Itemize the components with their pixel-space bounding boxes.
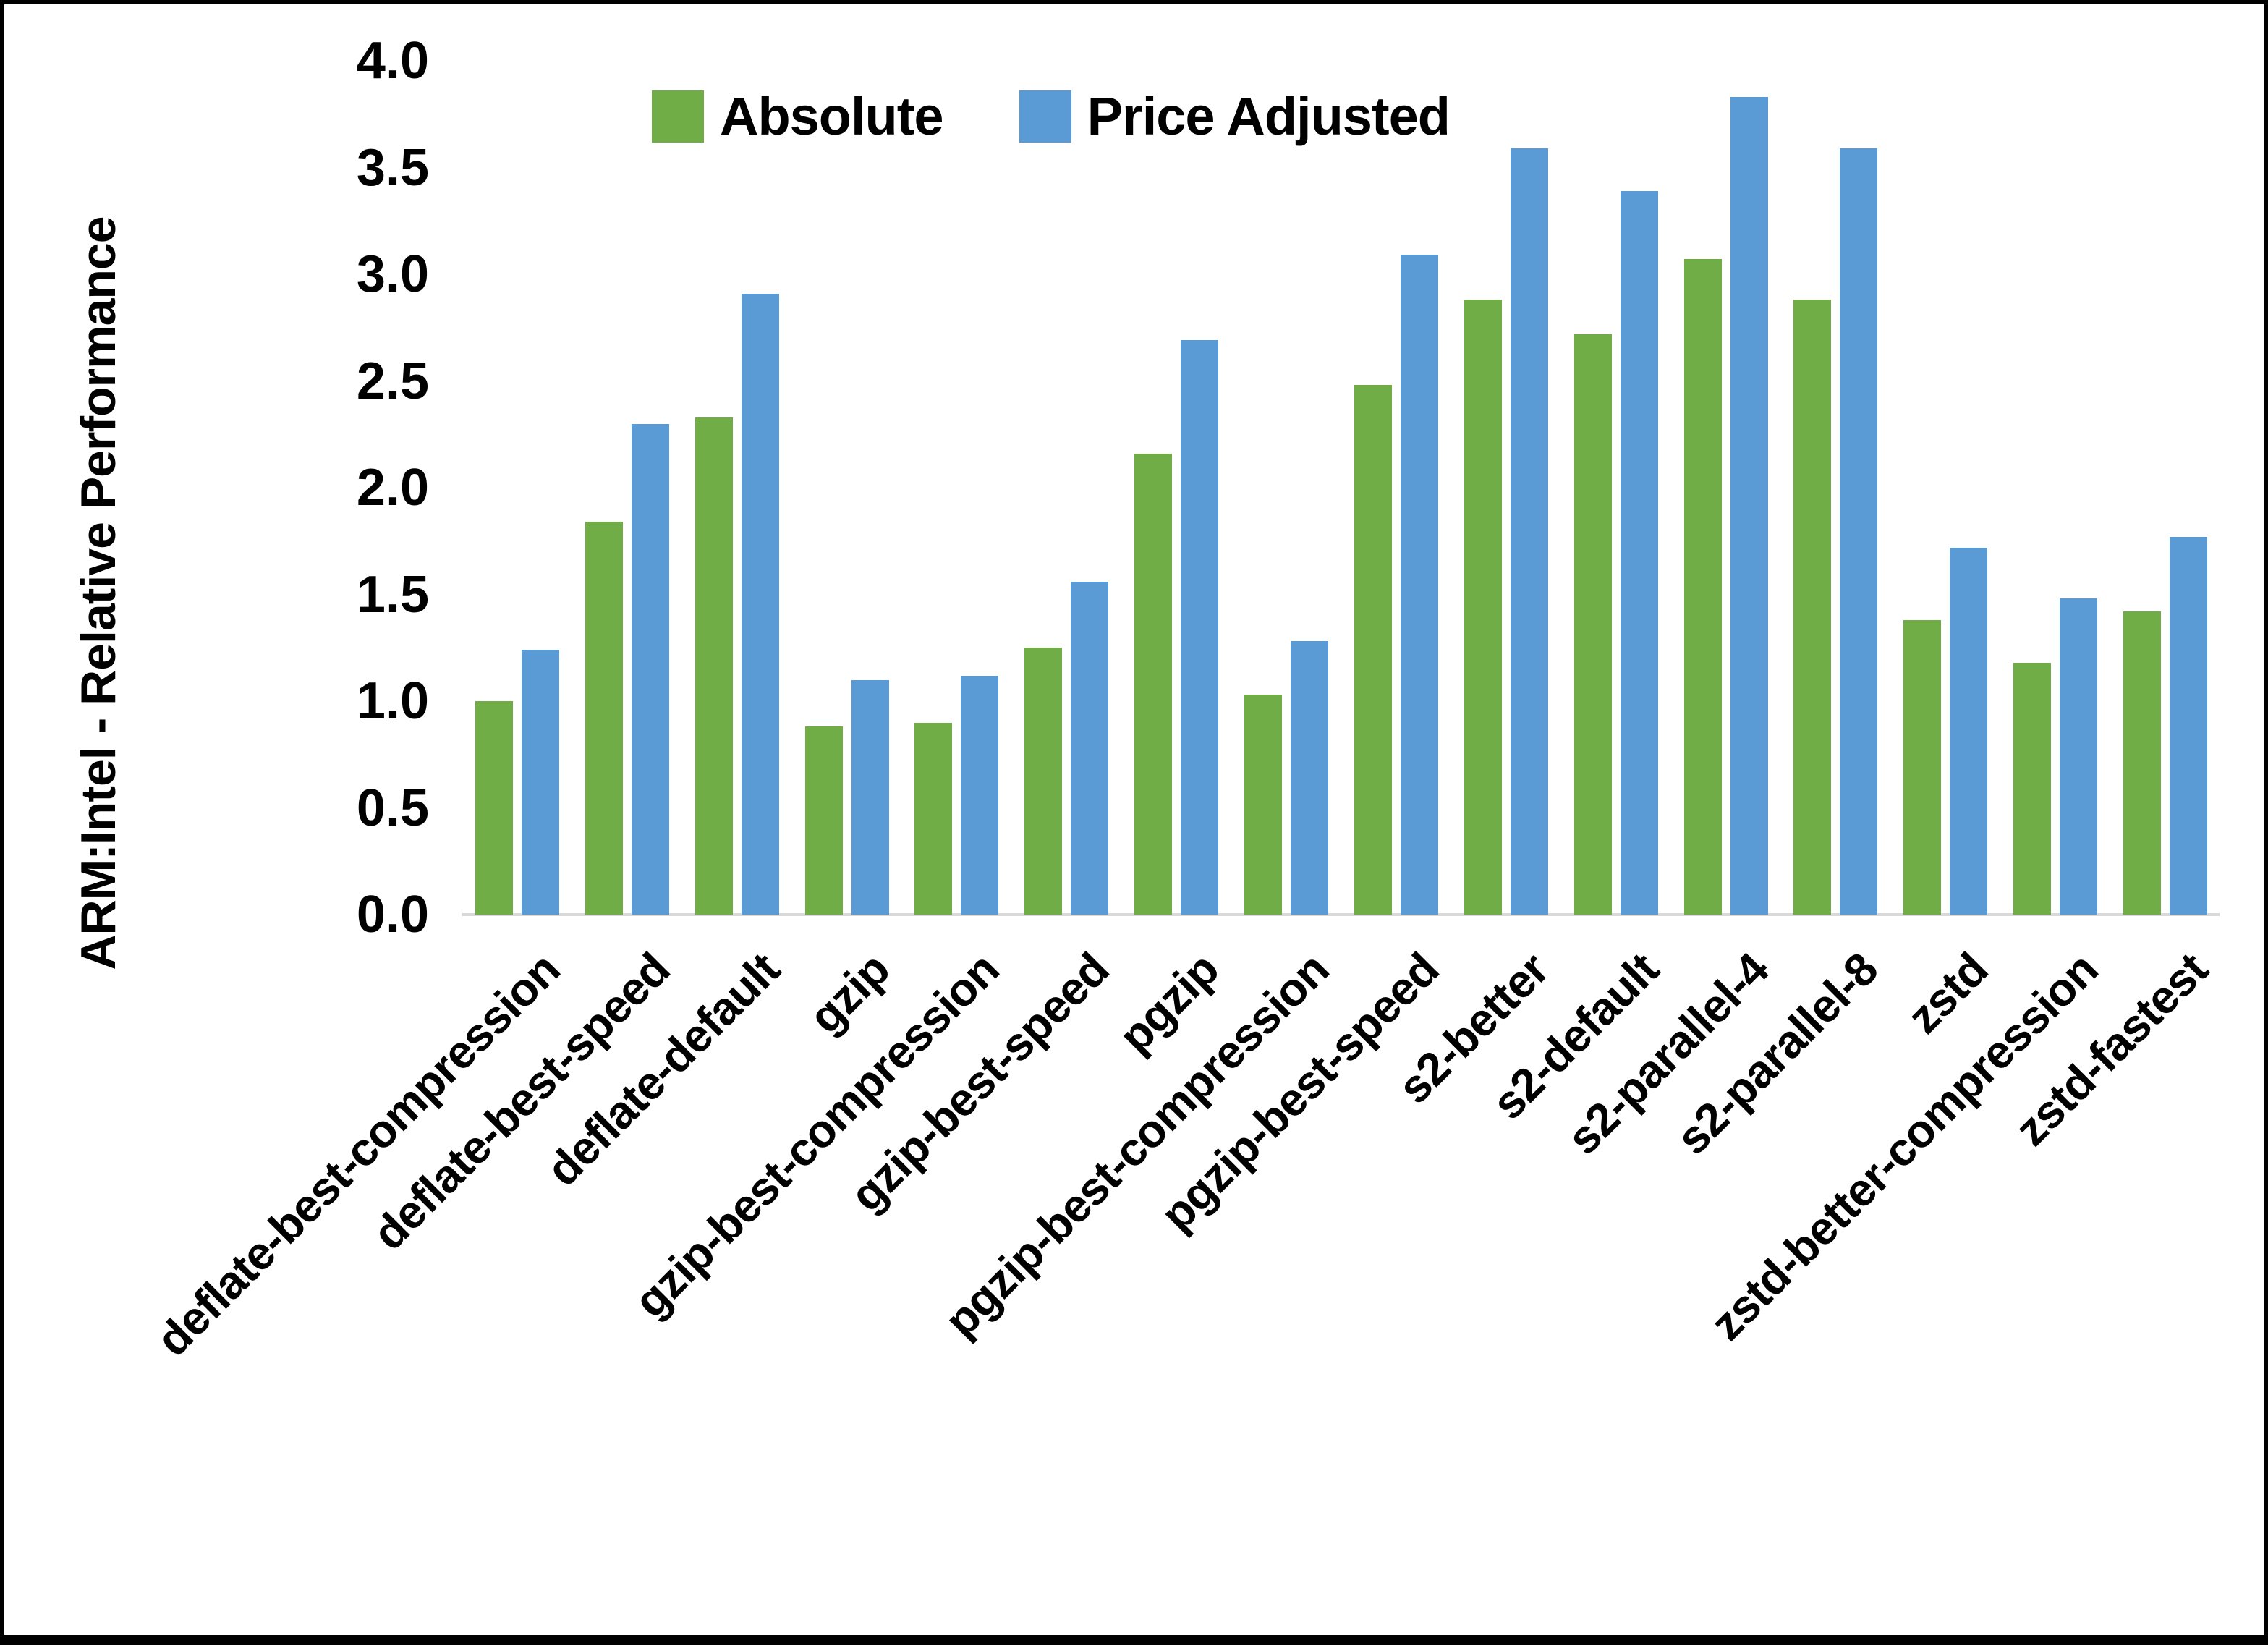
bar-absolute-zstd bbox=[1903, 619, 1942, 915]
bar-price-adjusted-pgzip-best-compression bbox=[1291, 641, 1329, 915]
bar-absolute-gzip-best-compression bbox=[914, 722, 953, 915]
y-axis-tick-label: 3.5 bbox=[356, 138, 429, 197]
bar-absolute-zstd-better-compression bbox=[2013, 662, 2052, 915]
bar-absolute-s2-default bbox=[1573, 334, 1612, 915]
absolute-series-swatch bbox=[652, 90, 704, 143]
bar-price-adjusted-gzip-best-speed bbox=[1071, 581, 1109, 915]
bar-absolute-deflate-best-speed bbox=[585, 522, 623, 915]
bar-absolute-zstd-fastest bbox=[2123, 611, 2162, 915]
bar-absolute-pgzip-best-compression bbox=[1244, 695, 1283, 915]
bar-price-adjusted-s2-parallel-4 bbox=[1730, 97, 1768, 915]
bar-price-adjusted-deflate-default bbox=[741, 293, 779, 915]
bar-absolute-deflate-default bbox=[695, 417, 733, 915]
bar-absolute-deflate-best-compression bbox=[475, 701, 513, 915]
bar-price-adjusted-gzip bbox=[851, 679, 889, 915]
bar-price-adjusted-s2-default bbox=[1620, 190, 1658, 915]
bar-absolute-gzip bbox=[804, 726, 843, 915]
bar-price-adjusted-zstd-fastest bbox=[2170, 536, 2208, 915]
bar-price-adjusted-deflate-best-compression bbox=[521, 650, 559, 915]
bar-price-adjusted-pgzip bbox=[1181, 340, 1219, 915]
y-axis-tick-label: 0.0 bbox=[356, 886, 429, 944]
y-axis-tick-label: 1.5 bbox=[356, 565, 429, 624]
bar-price-adjusted-zstd bbox=[1950, 547, 1988, 915]
legend-label-absolute: Absolute bbox=[720, 86, 944, 146]
bar-price-adjusted-zstd-better-compression bbox=[2060, 598, 2098, 915]
bar-absolute-pgzip bbox=[1134, 453, 1173, 915]
legend: Absolute Price Adjusted bbox=[652, 85, 1451, 147]
y-axis-tick-label: 3.0 bbox=[356, 245, 429, 303]
plot-area: 0.0 0.5 1.0 1.5 2.0 2.5 3.0 3.5 4.0 deflate-best-… bbox=[4, 4, 2268, 1649]
y-axis-tick-label: 2.0 bbox=[356, 459, 429, 517]
price-adjusted-series-swatch bbox=[1019, 90, 1071, 143]
bar-absolute-s2-parallel-8 bbox=[1793, 300, 1832, 915]
bar-price-adjusted-pgzip-best-speed bbox=[1400, 255, 1438, 915]
bar-price-adjusted-s2-parallel-8 bbox=[1840, 148, 1878, 915]
bar-price-adjusted-deflate-best-speed bbox=[631, 423, 669, 915]
bar-price-adjusted-gzip-best-compression bbox=[961, 675, 999, 915]
y-axis-tick-label: 0.5 bbox=[356, 779, 429, 837]
bar-absolute-gzip-best-speed bbox=[1024, 648, 1063, 915]
legend-label-price-adjusted: Price Adjusted bbox=[1087, 86, 1451, 146]
legend-item-price-adjusted: Price Adjusted bbox=[1019, 85, 1451, 147]
bar-absolute-pgzip-best-speed bbox=[1354, 385, 1392, 915]
bar-absolute-s2-better bbox=[1464, 300, 1502, 915]
x-axis-line bbox=[462, 913, 2220, 916]
y-axis-tick-label: 4.0 bbox=[356, 32, 429, 90]
bar-price-adjusted-s2-better bbox=[1510, 148, 1548, 915]
y-axis-tick-label: 1.0 bbox=[356, 672, 429, 730]
y-axis-tick-label: 2.5 bbox=[356, 352, 429, 410]
bar-absolute-s2-parallel-4 bbox=[1683, 259, 1722, 915]
legend-item-absolute: Absolute bbox=[652, 85, 944, 147]
